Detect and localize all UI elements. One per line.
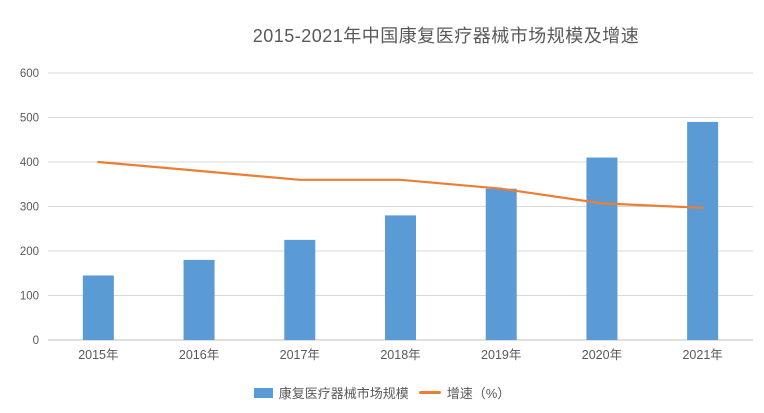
x-tick-label: 2015年 bbox=[78, 348, 118, 362]
y-tick-label: 400 bbox=[20, 157, 39, 169]
x-tick-label: 2016年 bbox=[179, 348, 219, 362]
growth-rate-line bbox=[97, 160, 704, 209]
x-tick-label: 2019年 bbox=[481, 348, 521, 362]
bar-2021年 bbox=[687, 121, 719, 340]
bar-series-swatch-icon bbox=[253, 387, 273, 398]
bar-2018年 bbox=[385, 215, 416, 340]
line-series-swatch-icon bbox=[418, 391, 441, 394]
y-tick-label: 600 bbox=[20, 68, 39, 80]
x-tick-label: 2021年 bbox=[682, 348, 722, 362]
legend-item-growth-rate: 增速（%） bbox=[418, 383, 511, 402]
legend-label-growth-rate: 增速（%） bbox=[446, 386, 511, 401]
y-tick-label: 100 bbox=[20, 291, 39, 303]
y-tick-label: 500 bbox=[20, 113, 39, 125]
bar-2017年 bbox=[284, 239, 316, 340]
legend-item-market-size: 康复医疗器械市场规模 bbox=[253, 383, 409, 402]
chart-title: 2015-2021年中国康复医疗器械市场规模及增速 bbox=[252, 26, 640, 46]
y-tick-label: 200 bbox=[20, 246, 39, 258]
y-tick-label: 0 bbox=[33, 335, 39, 347]
bar-2019年 bbox=[485, 188, 517, 340]
legend-label-market-size: 康复医疗器械市场规模 bbox=[278, 386, 409, 401]
x-tick-label: 2017年 bbox=[280, 348, 320, 362]
x-tick-label: 2018年 bbox=[380, 348, 420, 362]
bar-2016年 bbox=[183, 259, 215, 340]
bar-2015年 bbox=[82, 275, 114, 340]
chart-legend: 康复医疗器械市场规模 增速（%） bbox=[0, 383, 764, 402]
x-tick-label: 2020年 bbox=[582, 348, 622, 362]
y-tick-label: 300 bbox=[20, 202, 39, 214]
bar-2020年 bbox=[586, 157, 618, 340]
